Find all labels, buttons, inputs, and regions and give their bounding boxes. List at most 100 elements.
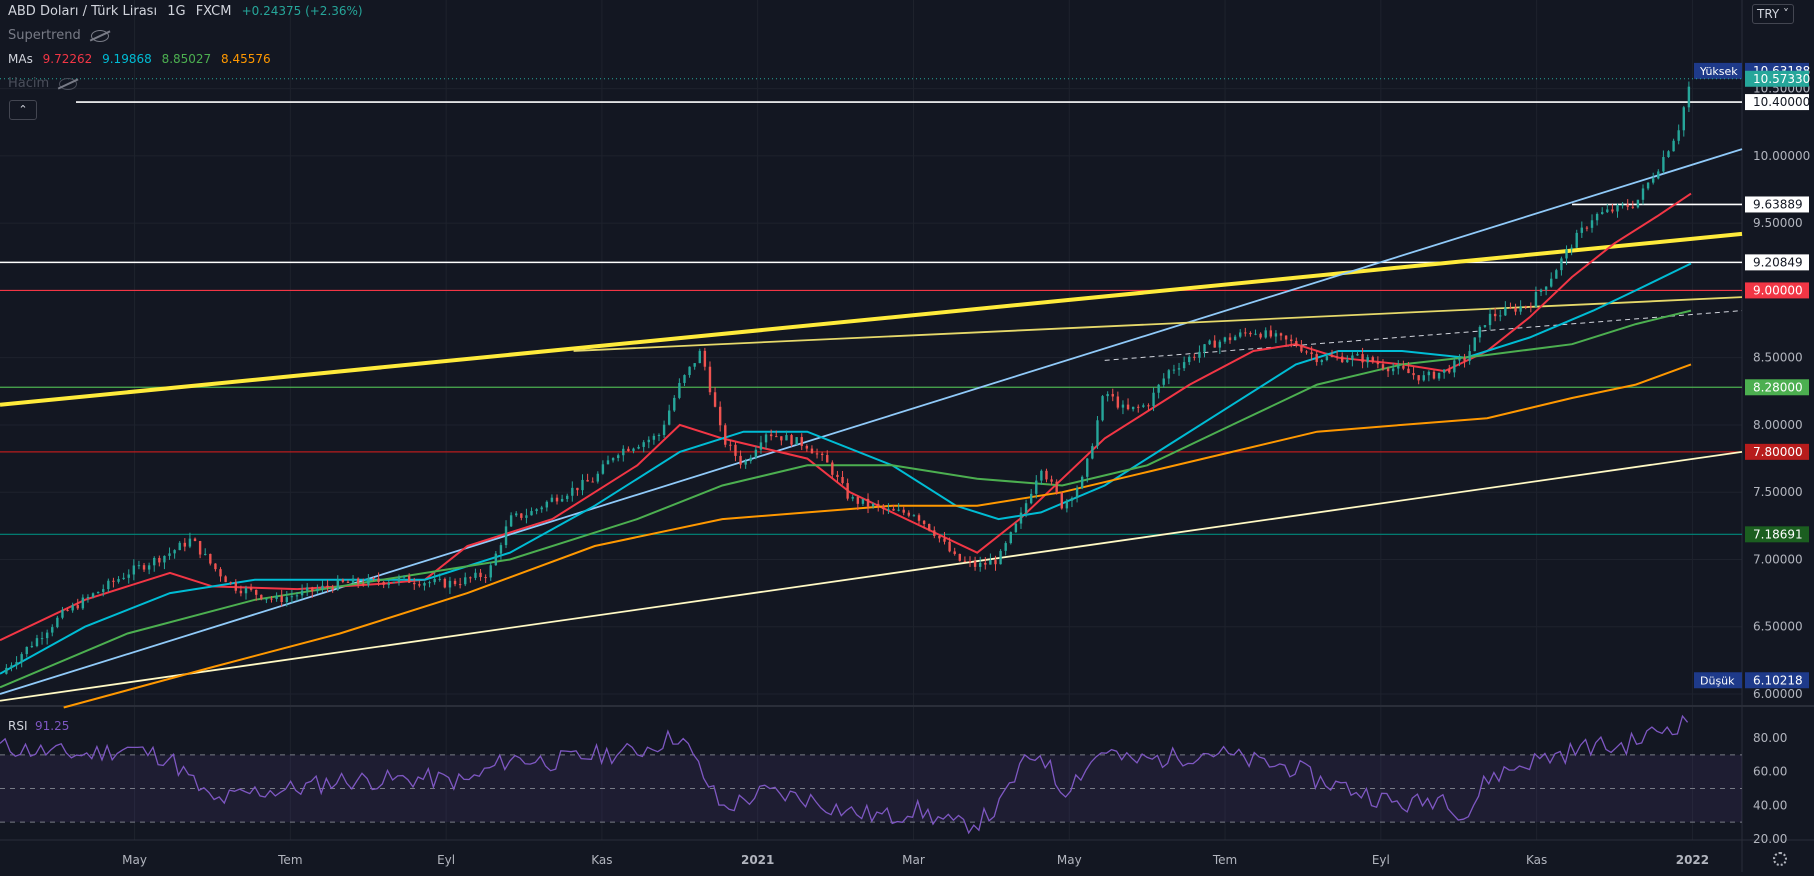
- candle-body: [999, 550, 1002, 565]
- candle-body: [1585, 227, 1589, 229]
- candle-body: [1320, 360, 1323, 363]
- candle-body: [464, 577, 467, 585]
- candle-body: [448, 580, 452, 588]
- candle-body: [566, 495, 569, 499]
- candle-body: [443, 578, 447, 588]
- candle-body: [1254, 333, 1257, 335]
- candle-body: [1198, 351, 1201, 358]
- ma-line-4: [63, 363, 1692, 709]
- candle-body: [188, 538, 192, 547]
- candle-body: [183, 542, 187, 547]
- candle-body: [1142, 405, 1145, 407]
- candle-body: [871, 503, 875, 507]
- candle-body: [458, 584, 462, 586]
- candle-body: [662, 424, 666, 436]
- candle-body: [1402, 365, 1405, 369]
- candle-body: [831, 462, 834, 475]
- level-price-tag: [1745, 282, 1809, 299]
- candle-body: [158, 557, 161, 563]
- candle-body: [1157, 384, 1160, 393]
- candle-body: [1188, 356, 1191, 363]
- candle-body: [453, 580, 457, 585]
- candle-body: [928, 523, 931, 531]
- hidden-eye-icon[interactable]: [90, 29, 109, 42]
- candle-body: [678, 382, 681, 398]
- settings-gear-icon[interactable]: [1773, 852, 1787, 866]
- candle-body: [1014, 523, 1018, 533]
- candle-body: [30, 646, 34, 648]
- candle-body: [586, 479, 589, 482]
- candle-body: [912, 515, 916, 517]
- candle-body: [1386, 368, 1390, 372]
- candle-body: [509, 515, 513, 527]
- candle-body: [1626, 204, 1629, 207]
- candle-body: [112, 580, 115, 582]
- candle-body: [611, 458, 615, 461]
- candle-body: [754, 449, 758, 458]
- level-price-label: 8.28000: [1753, 380, 1803, 394]
- collapse-legend-button[interactable]: ⌃: [9, 100, 37, 120]
- level-price-tag: [1745, 379, 1809, 396]
- candle-body: [1417, 375, 1420, 381]
- candle-body: [1437, 372, 1441, 379]
- candle-body: [397, 577, 401, 582]
- time-tick-label: 2021: [741, 853, 774, 867]
- candle-body: [91, 593, 95, 597]
- candle-body: [86, 596, 90, 598]
- candle-body: [739, 455, 742, 465]
- candle-body: [1641, 188, 1645, 200]
- candle-body: [51, 627, 54, 633]
- ma1-value: 9.72262: [42, 52, 93, 66]
- candle-body: [1422, 375, 1425, 381]
- candle-body: [331, 587, 334, 590]
- price-tag: [1745, 70, 1809, 87]
- candle-body: [428, 582, 431, 584]
- candle-body: [229, 582, 232, 584]
- candle-body: [132, 565, 136, 575]
- candle-body: [1040, 470, 1043, 481]
- candle-body: [846, 483, 849, 499]
- dashed-trendline: [1104, 310, 1743, 361]
- price-tick-label: 6.50000: [1753, 620, 1803, 634]
- candle-body: [1116, 396, 1120, 408]
- candle-body: [1233, 336, 1237, 341]
- rsi-line: [0, 714, 1689, 835]
- candle-body: [239, 590, 243, 594]
- candle-body: [775, 436, 778, 438]
- candle-body: [122, 577, 125, 580]
- candle-body: [1295, 341, 1298, 346]
- candle-body: [882, 506, 885, 509]
- volume-label: Hacim: [8, 76, 50, 91]
- mas-legend[interactable]: MAs 9.72262 9.19868 8.85027 8.45576: [8, 52, 277, 66]
- candle-body: [270, 598, 273, 600]
- candle-body: [474, 572, 477, 578]
- candle-body: [759, 442, 763, 450]
- candle-body: [117, 579, 120, 582]
- volume-legend[interactable]: Hacim: [8, 76, 83, 91]
- hidden-eye-icon[interactable]: [59, 77, 78, 90]
- supertrend-legend[interactable]: Supertrend: [8, 28, 115, 43]
- candle-body: [1096, 420, 1099, 447]
- symbol-legend: ABD Doları / Türk Lirası 1G FXCM +0.2437…: [8, 4, 369, 19]
- candle-body: [356, 578, 360, 584]
- ma-line-2: [0, 262, 1692, 675]
- candle-body: [637, 446, 640, 449]
- candle-body: [137, 565, 141, 567]
- candle-body: [219, 569, 222, 577]
- candle-body: [147, 565, 151, 570]
- symbol-name: ABD Doları / Türk Lirası: [8, 4, 158, 19]
- time-tick-label: Kas: [591, 853, 612, 867]
- price-tag-label: 6.10218: [1753, 673, 1803, 687]
- price-change: +0.24375 (+2.36%): [241, 4, 363, 18]
- ma-line-3: [0, 309, 1692, 689]
- currency-select[interactable]: TRY ˅: [1752, 4, 1795, 24]
- candle-body: [1070, 497, 1074, 501]
- candle-body: [606, 460, 610, 465]
- candle-body: [1172, 369, 1176, 371]
- candle-body: [667, 410, 671, 425]
- candle-body: [989, 560, 992, 565]
- candle-body: [1555, 270, 1558, 279]
- candle-body: [362, 583, 365, 585]
